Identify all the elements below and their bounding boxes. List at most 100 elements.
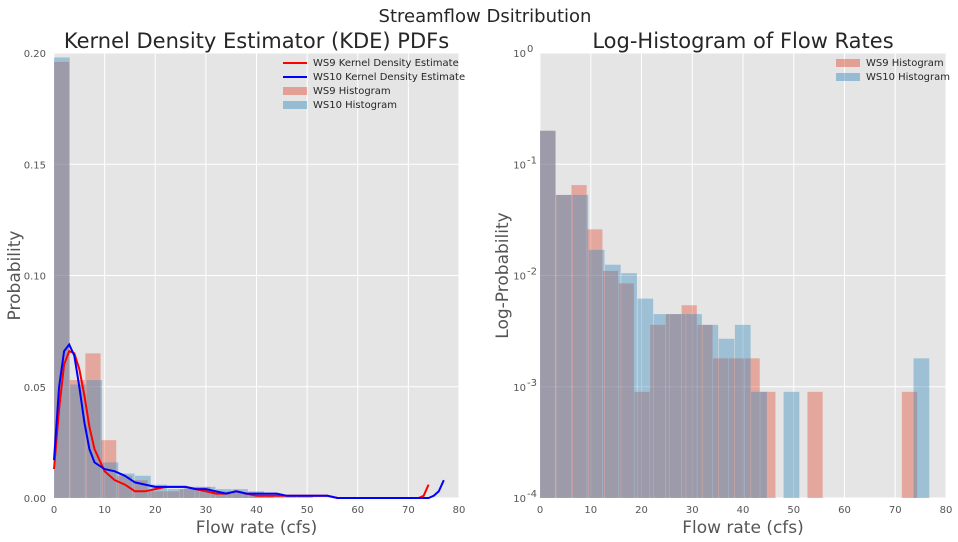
ws10-histogram-bar <box>686 314 702 498</box>
x-tick-label: 60 <box>838 505 851 516</box>
x-tick-label: 70 <box>889 505 902 516</box>
x-tick-label: 10 <box>98 505 111 516</box>
y-tick-exponent: -4 <box>527 489 537 500</box>
legend-label: WS10 Histogram <box>866 72 950 83</box>
ws9-histogram-bar <box>634 391 650 498</box>
ws9-histogram-bar <box>587 229 603 498</box>
y-tick-exponent: -1 <box>527 155 537 166</box>
ws10-histogram-bar <box>588 249 605 498</box>
y-tick-label: 10 <box>513 494 526 505</box>
ws10-histogram-bar <box>248 491 265 498</box>
ws9-histogram-bar <box>744 358 760 498</box>
y-tick-label: 0.00 <box>24 494 46 505</box>
ws10-histogram-bar <box>572 194 589 498</box>
ws10-histogram-bar <box>637 298 654 498</box>
ws9-histogram-bar <box>242 493 258 498</box>
legend-patch-swatch <box>283 87 307 95</box>
log-histogram-legend: WS9 Histogram WS10 Histogram <box>836 58 950 83</box>
ws10-histogram-bar <box>604 264 621 498</box>
log-histogram-x-axis-label: Flow rate (cfs) <box>682 518 804 538</box>
legend-label: WS10 Histogram <box>313 100 397 111</box>
x-tick-label: 30 <box>200 505 213 516</box>
x-tick-label: 50 <box>301 505 314 516</box>
ws10-histogram-bar <box>167 489 184 498</box>
figure-suptitle: Streamflow Dsitribution <box>379 6 592 27</box>
ws9-histogram-bar <box>650 324 666 498</box>
x-tick-label: 20 <box>635 505 648 516</box>
ws10-histogram-bar <box>783 391 800 498</box>
ws9-histogram-bar <box>210 491 227 498</box>
x-tick-label: 40 <box>737 505 750 516</box>
kde-lines <box>53 342 445 499</box>
ws10-histogram-bar <box>734 324 751 498</box>
log-histogram-bars <box>540 130 930 498</box>
ws9-histogram-bar <box>163 491 180 498</box>
x-tick-label: 30 <box>686 505 699 516</box>
log-histogram-chart-title: Log-Histogram of Flow Rates <box>592 29 893 53</box>
ws9-histogram-bar <box>665 314 682 498</box>
y-tick-label: 10 <box>513 160 526 171</box>
ws10-histogram-bar <box>540 130 556 498</box>
ws9-histogram-bar <box>540 130 556 498</box>
ws9-histogram-bar <box>901 391 918 498</box>
ws9-histogram-bar <box>195 486 211 498</box>
ws9-histogram-bar <box>807 391 823 498</box>
log-histogram-y-axis-label: Log-Probability <box>493 212 513 338</box>
ws10-histogram-bar <box>86 380 103 498</box>
ws9-histogram-bar <box>148 491 164 498</box>
x-tick-label: 60 <box>351 505 364 516</box>
y-tick-label: 10 <box>513 49 526 60</box>
ws10-histogram-bar <box>702 324 719 498</box>
x-tick-label: 0 <box>51 505 57 516</box>
legend-label: WS9 Kernel Density Estimate <box>313 58 459 69</box>
x-tick-label: 0 <box>537 505 543 516</box>
legend-patch-swatch <box>836 73 860 81</box>
ws10-histogram-bar <box>183 486 200 498</box>
ws9-histogram-bar <box>713 358 729 498</box>
ws9-histogram-bar <box>69 380 85 498</box>
x-tick-label: 20 <box>149 505 162 516</box>
ws9-histogram-bar <box>571 185 587 498</box>
ws9-histogram-bar <box>85 353 101 498</box>
ws10-histogram-bar <box>70 384 86 498</box>
ws9-histogram-bar <box>54 61 70 499</box>
kde-panel: 0 10 20 30 40 50 60 70 80 0.00 0.05 0.10 0.15 0.20 Ke… <box>5 29 465 538</box>
ws10-histogram-bar <box>653 314 670 498</box>
ws9-histogram-bar <box>179 489 195 498</box>
ws10-histogram-bar <box>669 314 686 498</box>
ws9-histogram-bar <box>728 358 745 498</box>
ws10-histogram-bar <box>913 358 930 498</box>
kde-x-axis-label: Flow rate (cfs) <box>196 518 318 538</box>
y-tick-label: 10 <box>513 383 526 394</box>
legend-patch-swatch <box>836 59 860 67</box>
y-tick-label: 0.20 <box>24 49 46 60</box>
x-tick-label: 80 <box>940 505 953 516</box>
y-tick-label: 10 <box>513 272 526 283</box>
kde-chart-title: Kernel Density Estimator (KDE) PDFs <box>64 29 449 53</box>
ws9-histogram-bar <box>258 495 274 498</box>
ws10-histogram-bar <box>232 489 248 498</box>
y-tick-exponent: 0 <box>527 44 533 55</box>
ws10-histogram-bar <box>280 495 297 498</box>
ws10-histogram-bar <box>556 194 572 498</box>
ws9-histogram-bar <box>226 491 242 498</box>
x-tick-label: 40 <box>250 505 263 516</box>
x-tick-label: 50 <box>787 505 800 516</box>
x-tick-label: 10 <box>584 505 597 516</box>
ws9-histogram-bar <box>760 391 776 498</box>
y-tick-exponent: -2 <box>527 267 537 278</box>
y-tick-label: 0.05 <box>24 383 46 394</box>
y-tick-label: 0.15 <box>24 160 46 171</box>
legend-label: WS10 Kernel Density Estimate <box>313 72 465 83</box>
ws9-histogram-bar <box>555 194 571 498</box>
y-tick-exponent: -3 <box>527 378 537 389</box>
ws9-histogram-bar <box>681 305 697 498</box>
ws9-histogram-bar <box>618 283 634 498</box>
kde-y-axis-label: Probability <box>5 231 25 321</box>
legend-label: WS9 Histogram <box>313 86 391 97</box>
x-tick-label: 80 <box>453 505 466 516</box>
ws9-histogram-bar <box>116 475 132 498</box>
